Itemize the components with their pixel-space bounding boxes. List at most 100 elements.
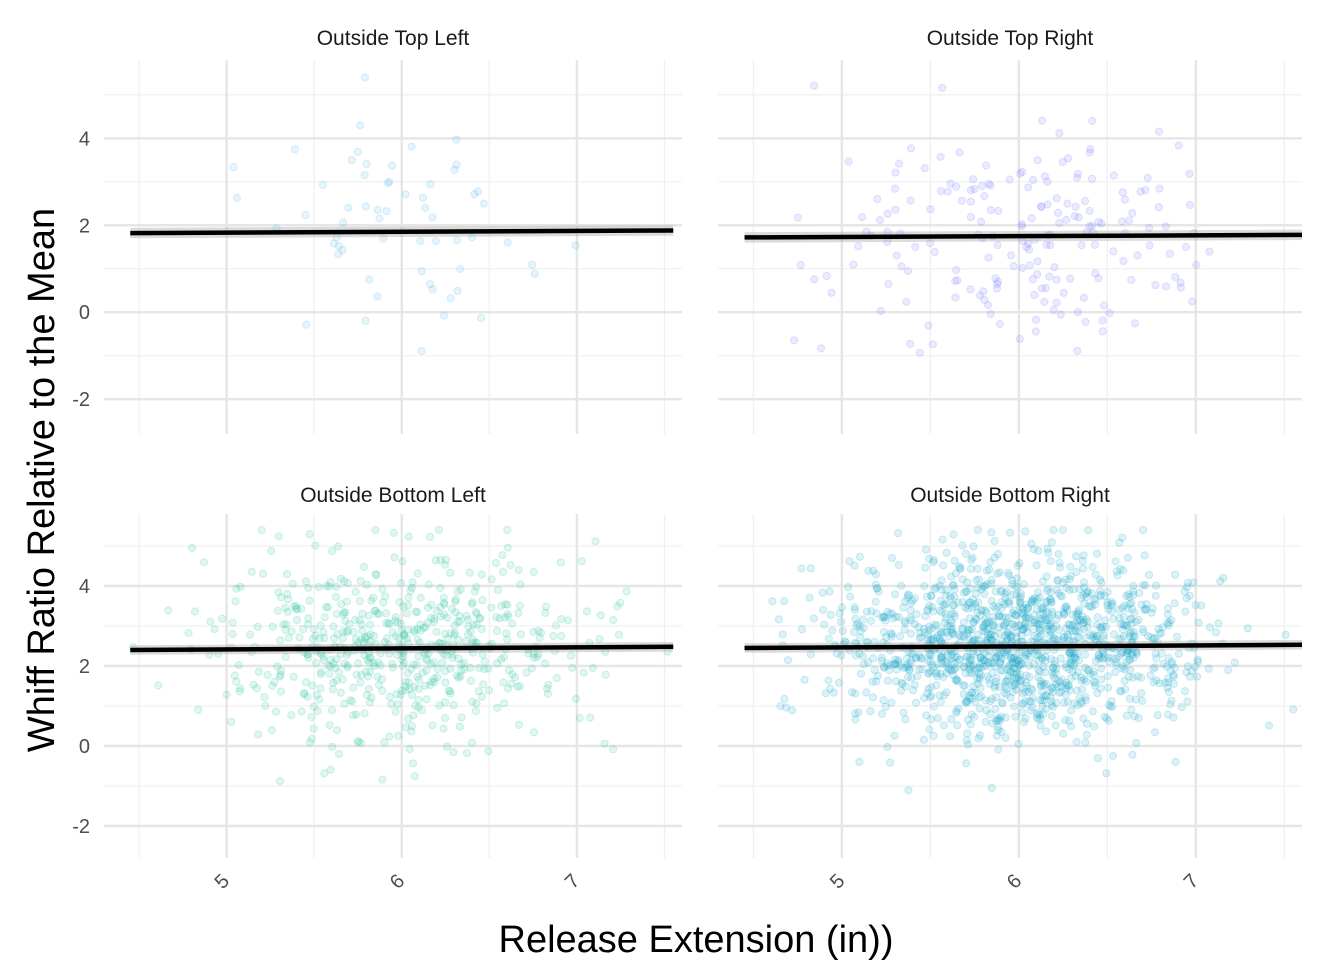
data-point <box>1032 561 1041 570</box>
data-point <box>849 260 858 269</box>
data-point <box>793 213 803 222</box>
data-point <box>1032 713 1042 722</box>
data-point <box>1104 653 1113 662</box>
data-point <box>838 626 847 636</box>
data-point <box>474 687 483 696</box>
data-point <box>913 672 922 681</box>
data-point <box>1033 651 1042 660</box>
data-point <box>1034 650 1044 659</box>
data-point <box>1041 691 1051 700</box>
data-point <box>317 667 326 677</box>
data-point <box>949 630 958 639</box>
data-point <box>1007 632 1016 641</box>
data-point <box>334 250 343 259</box>
data-point <box>276 636 285 645</box>
data-point <box>1047 598 1056 607</box>
data-point <box>311 631 320 640</box>
data-point <box>431 556 440 565</box>
data-point <box>904 665 914 674</box>
data-point <box>530 269 539 278</box>
data-point <box>963 604 973 613</box>
data-point <box>1122 657 1131 666</box>
data-point <box>1109 171 1118 180</box>
data-point <box>1021 527 1030 536</box>
data-point <box>1096 591 1105 601</box>
data-point <box>1019 625 1028 634</box>
data-point <box>451 597 460 606</box>
data-point <box>994 623 1003 632</box>
data-point <box>951 663 961 672</box>
data-point <box>541 659 550 668</box>
data-point <box>972 615 981 625</box>
data-point <box>1085 222 1094 231</box>
data-point <box>503 635 512 644</box>
data-point <box>997 597 1007 607</box>
data-point <box>1072 567 1081 577</box>
data-point <box>935 581 944 590</box>
data-point <box>360 73 369 82</box>
data-point <box>1161 222 1171 231</box>
data-point <box>457 660 466 669</box>
data-point <box>399 630 408 639</box>
data-point <box>979 662 988 671</box>
data-point <box>1064 620 1073 629</box>
data-point <box>981 627 990 636</box>
data-point <box>854 708 863 717</box>
data-point <box>301 577 310 586</box>
data-point <box>1115 538 1124 547</box>
data-point <box>1182 583 1192 592</box>
data-point <box>503 543 512 552</box>
data-point <box>1055 218 1064 228</box>
data-point <box>579 668 588 677</box>
data-point <box>199 558 209 567</box>
data-point <box>1115 652 1124 661</box>
data-point <box>1017 222 1026 231</box>
data-point <box>334 241 344 250</box>
data-point <box>1048 610 1057 619</box>
data-point <box>915 651 924 661</box>
data-point <box>418 193 427 202</box>
data-point <box>873 671 883 680</box>
data-point <box>844 583 853 592</box>
data-point <box>1022 650 1031 659</box>
data-point <box>340 699 349 708</box>
data-point <box>440 600 449 609</box>
data-point <box>1107 653 1117 663</box>
data-point <box>971 614 980 623</box>
data-point <box>920 164 929 173</box>
data-point <box>1047 697 1056 706</box>
data-point <box>991 604 1000 613</box>
data-point <box>938 653 948 662</box>
data-point <box>1071 654 1080 663</box>
data-point <box>1112 660 1121 670</box>
data-point <box>342 650 352 659</box>
data-point <box>552 674 561 683</box>
data-point <box>1119 620 1128 629</box>
points-group <box>229 73 580 356</box>
data-point <box>332 609 341 619</box>
data-point <box>939 561 948 570</box>
data-point <box>1023 603 1033 612</box>
data-point <box>473 187 483 196</box>
data-point <box>1099 631 1108 640</box>
data-point <box>993 726 1003 735</box>
data-point <box>1115 614 1124 623</box>
data-point <box>920 628 929 637</box>
data-point <box>1113 571 1122 580</box>
data-point <box>1043 615 1052 625</box>
data-point <box>1103 587 1112 597</box>
data-point <box>872 584 881 593</box>
data-point <box>375 214 384 223</box>
data-point <box>1032 315 1041 324</box>
data-point <box>883 742 892 752</box>
data-point <box>859 623 868 633</box>
data-point <box>856 627 866 636</box>
data-point <box>941 614 950 623</box>
data-point <box>849 628 859 637</box>
data-point <box>852 621 861 630</box>
data-point <box>990 683 999 693</box>
data-point <box>372 571 381 580</box>
data-point <box>1057 675 1067 684</box>
data-point <box>1066 649 1075 658</box>
